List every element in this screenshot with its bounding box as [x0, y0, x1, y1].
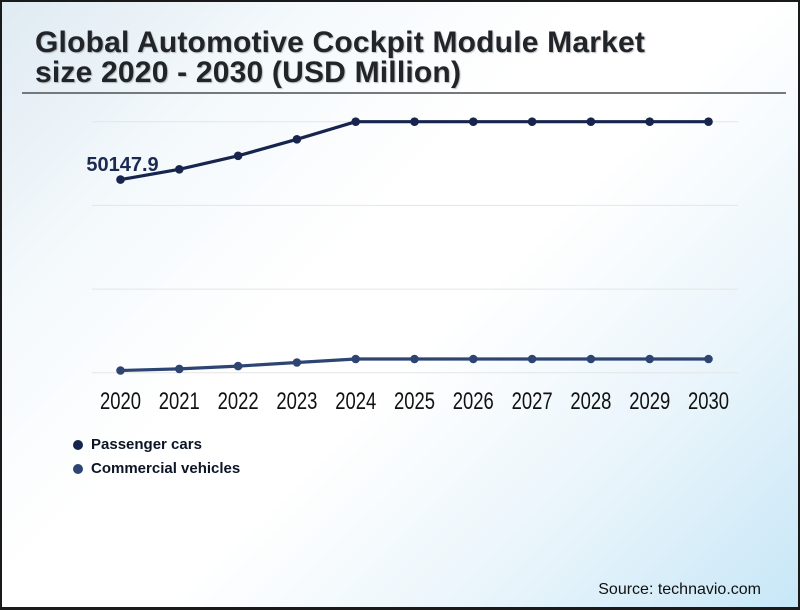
x-tick-label: 2027 [512, 388, 553, 415]
legend-label-passenger-cars: Passenger cars [91, 436, 202, 453]
chart-title: Global Automotive Cockpit Module Market … [35, 28, 755, 88]
chart-title-line2: size 2020 - 2030 (USD Million) [35, 56, 462, 89]
legend-label-commercial-vehicles: Commercial vehicles [91, 460, 241, 477]
x-tick-label: 2030 [688, 388, 729, 415]
data-point [469, 354, 478, 364]
data-point [704, 354, 713, 364]
chart-title-line1: Global Automotive Cockpit Module Market [35, 26, 646, 59]
x-tick-label: 2021 [159, 388, 200, 415]
chart-legend: Passenger cars Commercial vehicles [73, 436, 240, 477]
data-point [704, 117, 713, 126]
x-tick-label: 2029 [629, 388, 670, 415]
x-tick-label: 2023 [276, 388, 317, 415]
x-tick-label: 2026 [453, 388, 494, 415]
legend-item-commercial-vehicles: Commercial vehicles [73, 460, 240, 477]
data-point [469, 117, 478, 126]
x-tick-label: 2028 [570, 388, 611, 415]
legend-bullet-commercial-vehicles [73, 463, 83, 474]
data-point [292, 358, 302, 367]
data-point [233, 361, 243, 371]
source-attribution: Source: technavio.com [598, 581, 761, 598]
data-point [586, 354, 596, 364]
data-point [645, 117, 654, 126]
data-point [351, 117, 361, 126]
data-point [410, 117, 419, 126]
x-tick-label: 2020 [100, 388, 141, 415]
data-point [645, 354, 654, 364]
point-value-label: 50147.9 [86, 154, 158, 176]
x-tick-label: 2025 [394, 388, 435, 415]
legend-bullet-passenger-cars [73, 439, 83, 450]
data-point [527, 354, 537, 364]
data-point [410, 354, 419, 364]
data-point [292, 135, 302, 144]
x-tick-label: 2024 [335, 388, 376, 415]
data-point [527, 117, 537, 126]
data-point [586, 117, 596, 126]
data-point [233, 151, 243, 161]
data-point [175, 165, 184, 174]
x-tick-label: 2022 [218, 388, 259, 415]
data-point [116, 366, 125, 375]
data-point [351, 354, 361, 364]
series-line-0 [120, 120, 709, 182]
data-point [116, 175, 125, 184]
title-divider [22, 92, 786, 94]
data-point [175, 364, 184, 374]
legend-item-passenger-cars: Passenger cars [73, 436, 240, 453]
